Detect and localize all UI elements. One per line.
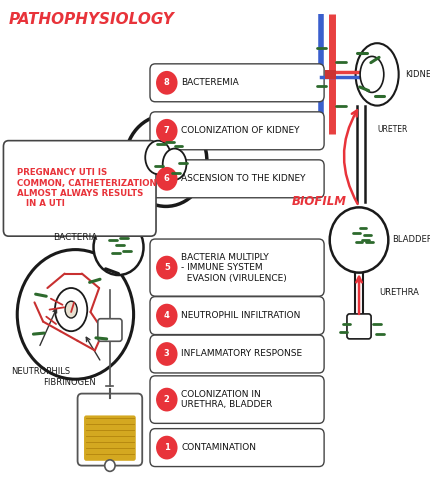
Text: ASCENSION TO THE KIDNEY: ASCENSION TO THE KIDNEY [181,174,305,183]
FancyBboxPatch shape [150,297,323,335]
Ellipse shape [55,288,87,331]
Text: 3: 3 [163,349,169,359]
Text: 8: 8 [163,78,169,87]
Text: URETHRA: URETHRA [378,288,418,297]
FancyBboxPatch shape [150,112,323,150]
Text: BACTEREMIA: BACTEREMIA [181,78,238,87]
FancyBboxPatch shape [77,394,142,466]
Ellipse shape [145,141,171,174]
Text: BIOFILM: BIOFILM [291,195,346,208]
Circle shape [157,168,176,190]
Text: KIDNEY: KIDNEY [404,70,430,79]
Circle shape [329,207,387,273]
FancyBboxPatch shape [346,314,370,339]
Ellipse shape [359,57,383,93]
FancyBboxPatch shape [3,141,156,236]
Text: PATHOPHYSIOLOGY: PATHOPHYSIOLOGY [9,12,174,27]
Text: NEUTROPHIL INFILTRATION: NEUTROPHIL INFILTRATION [181,311,300,320]
Text: URETER: URETER [376,125,406,134]
Text: BLADDER: BLADDER [391,236,430,244]
Text: NEUTROPHILS: NEUTROPHILS [11,367,70,376]
Circle shape [157,304,176,326]
Circle shape [93,219,143,275]
Ellipse shape [163,148,186,180]
Ellipse shape [65,301,77,318]
Text: 1: 1 [163,443,169,452]
FancyBboxPatch shape [150,429,323,467]
Text: 5: 5 [163,263,169,272]
Text: 7: 7 [163,126,169,135]
Text: PREGNANCY UTI IS
COMMON, CATHETERIZATION
ALMOST ALWAYS RESULTS
   IN A UTI: PREGNANCY UTI IS COMMON, CATHETERIZATION… [17,168,157,208]
Text: CONTAMINATION: CONTAMINATION [181,443,255,452]
FancyBboxPatch shape [98,319,122,341]
FancyBboxPatch shape [150,376,323,423]
FancyBboxPatch shape [150,160,323,198]
Text: 4: 4 [163,311,169,320]
FancyBboxPatch shape [150,64,323,102]
FancyBboxPatch shape [150,335,323,373]
Circle shape [157,343,176,365]
Circle shape [157,72,176,94]
Circle shape [17,250,133,379]
Text: 2: 2 [163,395,169,404]
Text: INFLAMMATORY RESPONSE: INFLAMMATORY RESPONSE [181,349,301,359]
Text: COLONIZATION IN
URETHRA, BLADDER: COLONIZATION IN URETHRA, BLADDER [181,390,272,409]
Circle shape [157,256,176,278]
Text: 6: 6 [163,174,169,183]
Circle shape [125,115,206,206]
Circle shape [157,120,176,142]
FancyBboxPatch shape [84,415,135,461]
Text: FIBRINOGEN: FIBRINOGEN [43,378,95,387]
Text: BACTERIA: BACTERIA [53,233,97,242]
Text: COLONIZATION OF KIDNEY: COLONIZATION OF KIDNEY [181,126,299,135]
Ellipse shape [355,43,398,106]
Circle shape [104,460,115,471]
FancyBboxPatch shape [325,70,335,79]
FancyBboxPatch shape [150,239,323,296]
Circle shape [157,389,176,410]
Circle shape [157,437,176,459]
Text: BACTERIA MULTIPLY
- IMMUNE SYSTEM
  EVASION (VIRULENCE): BACTERIA MULTIPLY - IMMUNE SYSTEM EVASIO… [181,252,286,283]
